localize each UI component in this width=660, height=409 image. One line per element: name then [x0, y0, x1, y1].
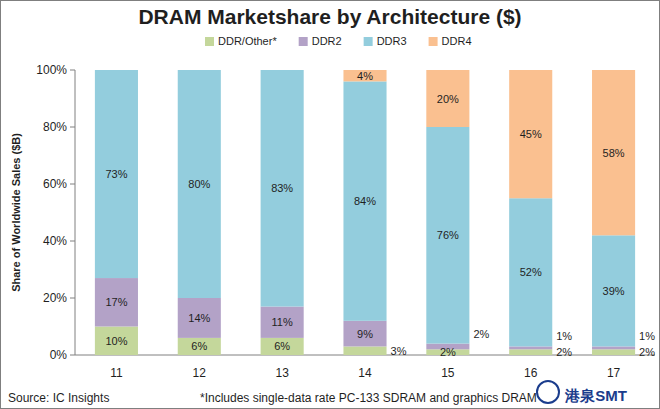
x-tick-label: 15 [441, 366, 455, 380]
data-label: 2% [440, 346, 456, 358]
data-label: 14% [188, 312, 210, 324]
footnote: *Includes single-data rate PC-133 SDRAM … [200, 391, 537, 405]
title: DRAM Marketshare by Architecture ($) [138, 5, 521, 28]
data-label: 9% [357, 328, 373, 340]
legend-swatch [364, 37, 373, 46]
bar-segment [592, 349, 635, 355]
bar-segment [426, 70, 469, 127]
data-label: 3% [391, 345, 407, 357]
x-tick-label: 11 [110, 366, 123, 380]
bar-segment [178, 70, 221, 298]
y-tick [70, 70, 75, 71]
data-label: 2% [556, 346, 572, 358]
watermark: 港泉SMT [564, 387, 627, 404]
data-labels: 10% 17% 73% 6% 14% 80% 6% 11% 83% 3% 9% 84% 4% 2% 2% 76… [105, 70, 655, 358]
data-label: 45% [520, 128, 542, 140]
legend-label: DDR2 [312, 35, 342, 47]
legend-swatch [299, 37, 308, 46]
y-tick-label: 80% [43, 120, 67, 134]
y-axis [75, 70, 76, 355]
data-label: 1% [639, 330, 655, 342]
y-tick-label: 0% [50, 348, 68, 362]
bar-segment [509, 198, 552, 346]
legend-label: DDR4 [442, 35, 472, 47]
y-tick-label: 60% [43, 177, 67, 191]
data-label: 58% [603, 147, 625, 159]
bar-segment [592, 70, 635, 235]
data-label: 73% [105, 168, 127, 180]
x-tick-label: 16 [524, 366, 538, 380]
data-label: 4% [357, 70, 373, 82]
x-tick-label: 13 [275, 366, 289, 380]
watermark-logo [537, 381, 559, 403]
legend-swatch [429, 37, 438, 46]
y-tick [70, 241, 75, 242]
data-label: 17% [105, 296, 127, 308]
data-label: 80% [188, 178, 210, 190]
data-label: 84% [354, 195, 376, 207]
bar-segment [509, 70, 552, 198]
x-tick-label: 14 [358, 366, 372, 380]
source: Source: IC Insights [8, 391, 109, 405]
data-label: 76% [437, 229, 459, 241]
bar-segment [261, 338, 304, 355]
data-label: 20% [437, 93, 459, 105]
chart: DRAM Marketshare by Architecture ($) DDR/… [0, 0, 660, 409]
bar-segment [95, 327, 138, 356]
bar-segment [261, 307, 304, 338]
data-label: 2% [639, 346, 655, 358]
legend-swatch [205, 37, 214, 46]
data-label: 52% [520, 266, 542, 278]
y-tick [70, 127, 75, 128]
bar-segment [426, 127, 469, 344]
bar-segment [178, 298, 221, 338]
x-tick-label: 12 [193, 366, 207, 380]
y-tick [70, 184, 75, 185]
bars [95, 70, 635, 355]
data-label: 10% [105, 335, 127, 347]
legend-label: DDR3 [377, 35, 407, 47]
y-tick [70, 298, 75, 299]
y-tick-label: 20% [43, 291, 67, 305]
y-axis-label: Share of Worldwide Sales ($B) [10, 133, 22, 292]
data-label: 6% [274, 340, 290, 352]
bar-segment [343, 81, 386, 320]
bar-segment [343, 70, 386, 81]
bar-segment [343, 321, 386, 347]
watermark-bg [560, 384, 656, 406]
bar-segment [509, 346, 552, 349]
data-label: 83% [271, 182, 293, 194]
data-label: 11% [272, 316, 293, 328]
x-tick-label: 17 [607, 366, 621, 380]
bar-segment [95, 278, 138, 326]
bar-segment [95, 70, 138, 278]
data-label: 2% [473, 328, 489, 340]
y-tick-label: 100% [36, 63, 67, 77]
bar-segment [592, 235, 635, 346]
bar-segment [509, 349, 552, 355]
frame [1, 1, 660, 409]
legend-label: DDR/Other* [218, 35, 277, 47]
data-label: 1% [556, 330, 572, 342]
y-tick-label: 40% [43, 234, 67, 248]
data-label: 39% [603, 285, 625, 297]
y-tick [70, 355, 75, 356]
legend: DDR/Other* DDR2 DDR3 DDR4 [205, 35, 472, 47]
bar-segment [261, 70, 304, 307]
bar-segment [343, 346, 386, 355]
bar-segment [178, 338, 221, 355]
data-label: 6% [191, 340, 207, 352]
bar-segment [592, 346, 635, 349]
